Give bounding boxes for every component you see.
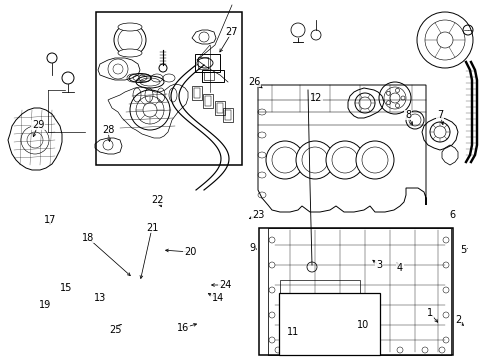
Text: 9: 9 <box>248 243 255 253</box>
Bar <box>202 70 224 82</box>
Bar <box>198 57 207 69</box>
Text: 8: 8 <box>404 110 410 120</box>
Text: 3: 3 <box>375 260 381 270</box>
Bar <box>215 101 224 115</box>
Text: 21: 21 <box>145 223 158 233</box>
Text: 15: 15 <box>60 283 72 293</box>
Text: 16: 16 <box>177 323 189 333</box>
Text: 7: 7 <box>436 110 442 120</box>
Text: 1: 1 <box>426 308 432 318</box>
Text: 20: 20 <box>183 247 196 257</box>
Circle shape <box>295 141 333 179</box>
Bar <box>203 94 213 108</box>
Text: 24: 24 <box>218 280 231 290</box>
Text: 6: 6 <box>448 210 454 220</box>
Text: 12: 12 <box>309 93 322 103</box>
Text: 11: 11 <box>286 327 299 337</box>
Text: 23: 23 <box>251 210 264 220</box>
Bar <box>280 280 359 335</box>
Text: 10: 10 <box>356 320 368 330</box>
Bar <box>267 228 450 355</box>
Text: 13: 13 <box>94 293 106 303</box>
Text: 29: 29 <box>32 120 44 130</box>
Text: 19: 19 <box>39 300 51 310</box>
Ellipse shape <box>118 23 142 31</box>
Text: 28: 28 <box>102 125 114 135</box>
Ellipse shape <box>118 49 142 57</box>
Circle shape <box>325 141 363 179</box>
Bar <box>223 108 232 122</box>
Text: 25: 25 <box>108 325 121 335</box>
Circle shape <box>355 141 393 179</box>
Text: 26: 26 <box>247 77 260 87</box>
Bar <box>194 88 200 98</box>
Bar <box>203 72 214 80</box>
Circle shape <box>265 141 304 179</box>
Text: 5: 5 <box>459 245 465 255</box>
Bar <box>204 96 210 106</box>
Bar <box>279 293 379 355</box>
Text: 4: 4 <box>396 263 402 273</box>
Text: 22: 22 <box>151 195 164 205</box>
Text: 18: 18 <box>81 233 94 243</box>
Bar <box>217 103 223 113</box>
Text: 14: 14 <box>211 293 224 303</box>
Text: 27: 27 <box>225 27 238 37</box>
Bar <box>259 228 452 355</box>
Bar <box>192 86 202 100</box>
Text: 17: 17 <box>44 215 56 225</box>
Text: 2: 2 <box>454 315 460 325</box>
Bar <box>96 12 242 165</box>
Bar <box>224 110 230 120</box>
Bar <box>195 54 220 72</box>
